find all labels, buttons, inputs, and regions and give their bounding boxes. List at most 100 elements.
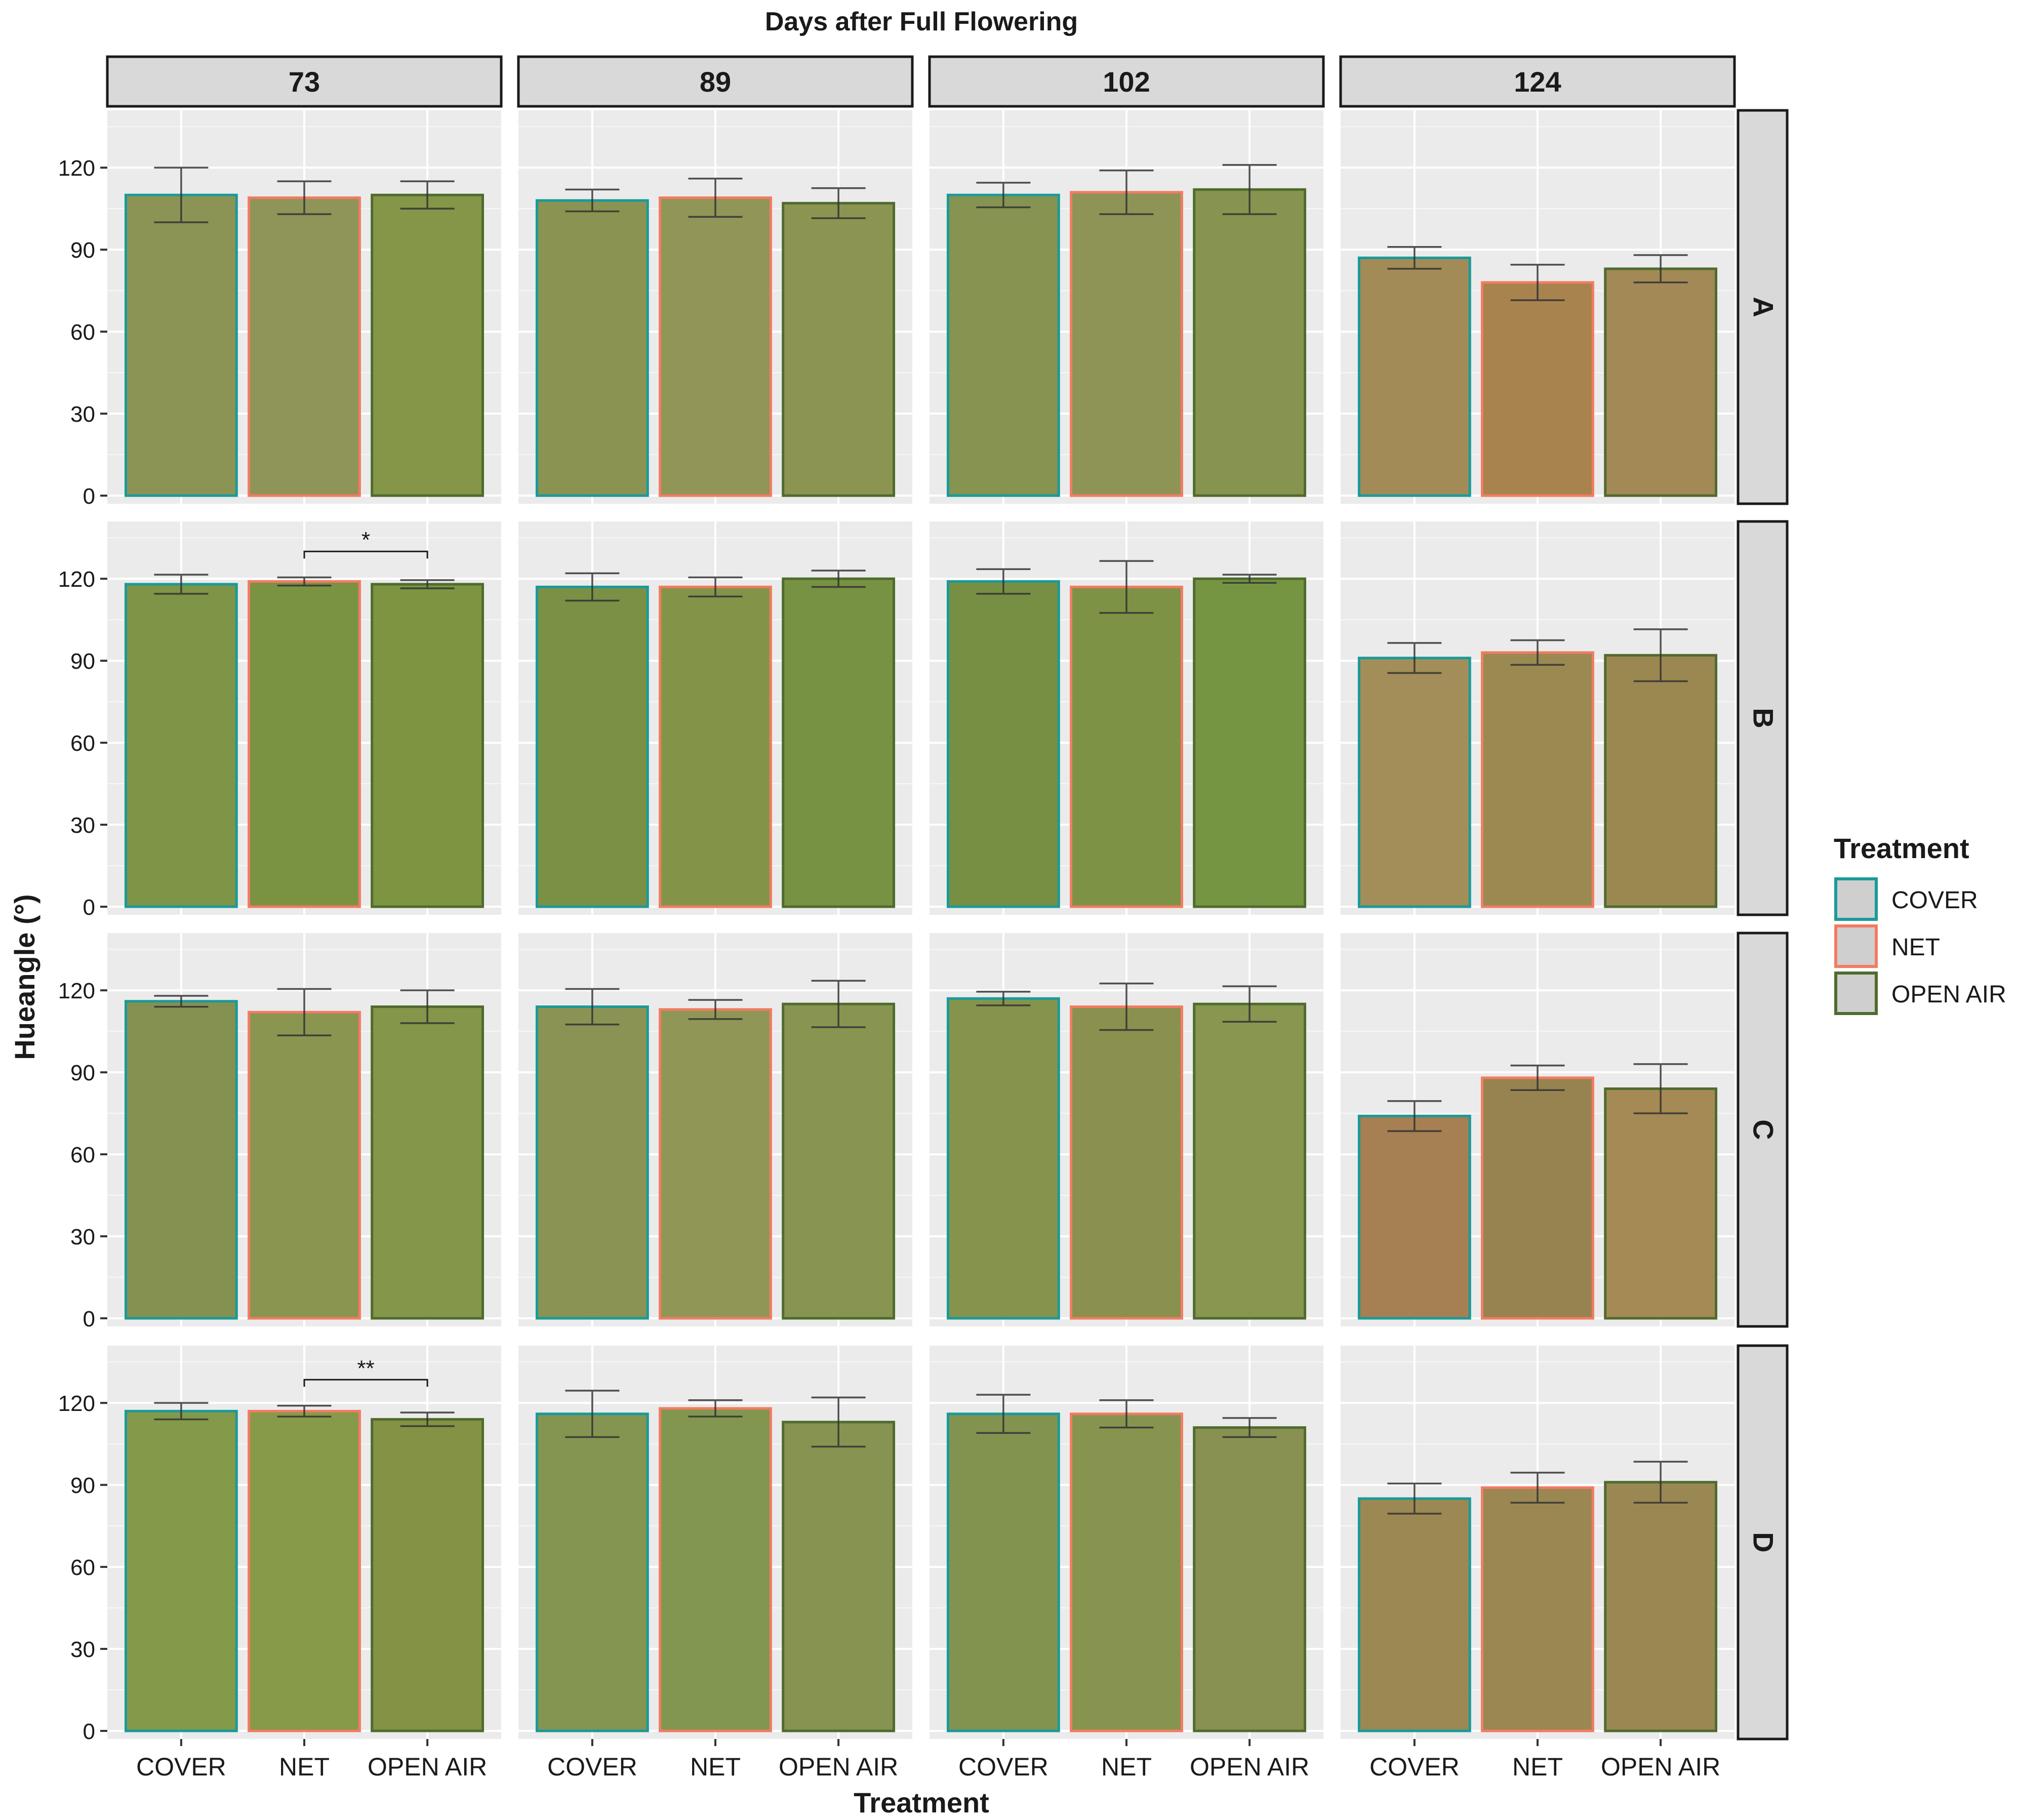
bar-open-air <box>1604 654 1718 908</box>
legend-item-cover: COVER <box>1834 877 1978 921</box>
bar-cover <box>1357 1497 1471 1732</box>
y-axis-row-C: 0 30 60 90 120 <box>58 979 107 1331</box>
error-bar <box>565 988 620 1026</box>
error-bar <box>1633 628 1688 682</box>
row-strip-box <box>1737 520 1789 916</box>
error-bar <box>1222 985 1277 1023</box>
col-strip-73: 73 <box>106 55 503 108</box>
error-bar <box>1510 1472 1565 1504</box>
y-tick-label: 30 <box>70 1225 95 1249</box>
x-axis-col-124: COVER NET OPEN AIR <box>1369 1739 1720 1781</box>
bar-cover <box>124 583 238 908</box>
row-strip-label: C <box>1748 1119 1780 1140</box>
y-tick-label: 0 <box>83 1307 95 1331</box>
error-bar <box>976 568 1031 595</box>
error-bar <box>277 1404 332 1418</box>
error-bar <box>1222 574 1277 584</box>
y-tick-label: 120 <box>58 1391 95 1416</box>
bar-net <box>1481 281 1594 497</box>
significance-B-73: * <box>303 528 428 559</box>
col-strip-box <box>928 55 1325 108</box>
x-tick-label: OPEN AIR <box>1190 1753 1309 1781</box>
row-strip-box <box>1737 1344 1789 1741</box>
bar-open-air <box>371 193 485 497</box>
error-bar <box>1510 264 1565 301</box>
bar-cover <box>124 1000 238 1320</box>
bar-cover <box>1357 1115 1471 1320</box>
panel-D-102 <box>930 1346 1323 1739</box>
bar-net <box>248 580 361 908</box>
error-bar <box>400 1411 455 1427</box>
panel-D-124 <box>1341 1346 1734 1739</box>
error-bar <box>565 1390 620 1438</box>
error-bar <box>1387 1100 1442 1132</box>
bar-net <box>659 585 772 908</box>
significance-D-73: ** <box>303 1356 428 1387</box>
row-strip-label: B <box>1748 708 1780 728</box>
bar-open-air <box>1193 1002 1307 1320</box>
bar-open-air <box>371 1005 485 1320</box>
row-strip-C: C <box>1737 932 1789 1328</box>
panel-D-89 <box>518 1346 912 1739</box>
x-tick-label: OPEN AIR <box>779 1753 898 1781</box>
error-bar <box>1387 1482 1442 1515</box>
error-bar <box>154 574 209 595</box>
bar-open-air <box>782 1002 896 1320</box>
bar-net <box>1070 585 1183 908</box>
col-strip-label: 73 <box>289 66 320 98</box>
x-axis-col-102: COVER NET OPEN AIR <box>958 1739 1309 1781</box>
error-bar <box>1510 639 1565 666</box>
y-tick-label: 0 <box>83 484 95 509</box>
col-strip-102: 102 <box>928 55 1325 108</box>
y-tick-label: 60 <box>70 320 95 345</box>
bar-cover <box>1357 657 1471 908</box>
row-strip-B: B <box>1737 520 1789 916</box>
panel-C-89 <box>518 933 912 1326</box>
panel-A-102 <box>930 110 1323 504</box>
y-tick-label: 90 <box>70 1061 95 1085</box>
error-bar <box>154 1402 209 1421</box>
error-bar <box>1510 1064 1565 1091</box>
bar-cover <box>946 193 1060 497</box>
legend: Treatment COVER NET OPEN AIR <box>1834 832 2006 1015</box>
significance-bracket <box>303 550 428 559</box>
error-bar <box>400 989 455 1024</box>
bar-net <box>1481 1486 1594 1732</box>
error-bar <box>565 188 620 213</box>
error-bar <box>1222 1417 1277 1438</box>
y-tick-label: 60 <box>70 731 95 756</box>
x-axis-col-89: COVER NET OPEN AIR <box>547 1739 898 1781</box>
legend-key <box>1834 924 1878 968</box>
col-strip-label: 124 <box>1514 66 1561 98</box>
legend-label: NET <box>1891 934 1940 961</box>
legend-key <box>1834 877 1878 921</box>
legend-label: OPEN AIR <box>1891 981 2006 1008</box>
panel-B-73 <box>107 521 501 915</box>
col-strip-label: 89 <box>700 66 731 98</box>
error-bar <box>811 187 866 219</box>
bar-net <box>1070 1005 1183 1320</box>
error-bar <box>688 576 743 598</box>
bar-cover <box>124 1409 238 1732</box>
error-bar <box>277 180 332 215</box>
bar-net <box>248 196 361 497</box>
row-strip-box <box>1737 109 1789 505</box>
error-bar <box>976 182 1031 209</box>
x-tick-label: COVER <box>1369 1753 1460 1781</box>
bar-net <box>248 1010 361 1320</box>
error-bar <box>688 999 743 1020</box>
x-tick-label: COVER <box>958 1753 1048 1781</box>
panel-D-73 <box>107 1346 501 1739</box>
error-bar <box>154 167 209 223</box>
x-axis-title: Treatment <box>854 1787 989 1818</box>
bar-open-air <box>1193 188 1307 497</box>
col-strip-box <box>517 55 914 108</box>
error-bar <box>1099 560 1154 614</box>
bar-net <box>1070 1412 1183 1732</box>
row-strip-label: A <box>1748 297 1780 317</box>
bar-cover <box>946 997 1060 1320</box>
bar-open-air <box>371 583 485 908</box>
x-tick-label: COVER <box>136 1753 226 1781</box>
x-tick-label: NET <box>1512 1753 1563 1781</box>
